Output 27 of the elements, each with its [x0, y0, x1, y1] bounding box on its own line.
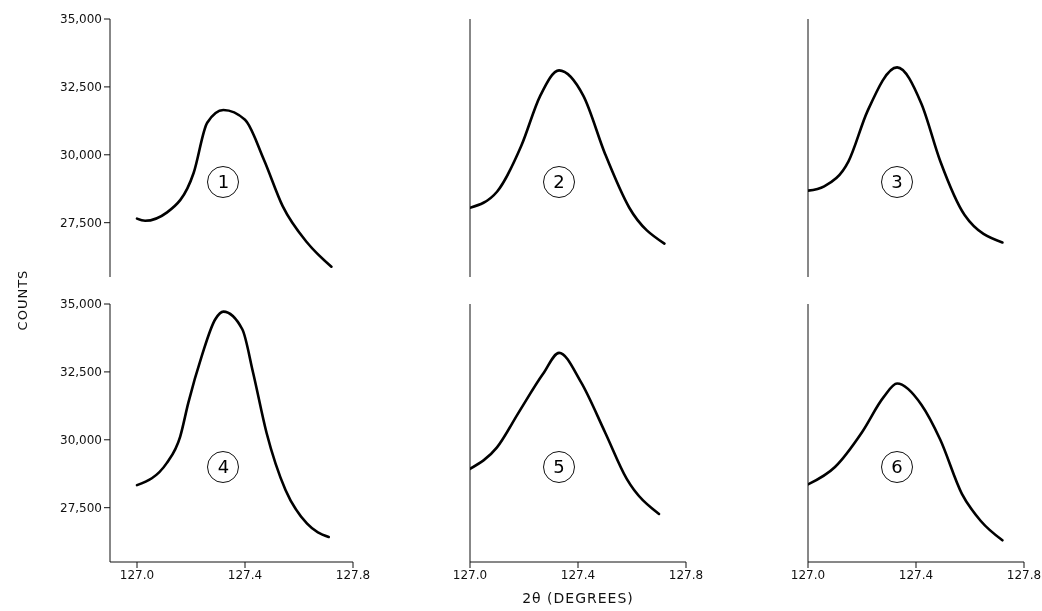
y-tick-label: 35,000: [60, 12, 102, 27]
x-axis-title: 2θ (DEGREES): [522, 590, 634, 606]
text: 6: [881, 450, 914, 483]
x-tick-label: 127.4: [227, 567, 263, 582]
x-tick-label: 127.8: [668, 567, 704, 582]
series-label: 1: [207, 165, 240, 198]
y-tick-label: 32,500: [60, 80, 102, 95]
text: 3: [881, 165, 914, 198]
text: 4: [207, 450, 240, 483]
x-tick-label: 127.0: [790, 567, 826, 582]
line-series: [135, 108, 333, 268]
x-tick-label: 127.8: [335, 567, 371, 582]
y-tick-label: 27,500: [60, 500, 102, 515]
text: 2: [543, 165, 576, 198]
y-tick-label: 35,000: [60, 297, 102, 312]
x-tick-label: 127.8: [1006, 567, 1042, 582]
y-tick-label: 30,000: [60, 148, 102, 163]
line-series: [135, 310, 330, 539]
text: 5: [543, 450, 576, 483]
y-tick-label: 32,500: [60, 365, 102, 380]
y-tick-label: 30,000: [60, 433, 102, 448]
x-tick-label: 127.4: [560, 567, 596, 582]
x-tick-label: 127.4: [898, 567, 934, 582]
y-axis-title: COUNTS: [14, 269, 30, 331]
y-tick-label: 27,500: [60, 215, 102, 230]
x-tick-label: 127.0: [452, 567, 488, 582]
x-tick-label: 127.0: [119, 567, 155, 582]
